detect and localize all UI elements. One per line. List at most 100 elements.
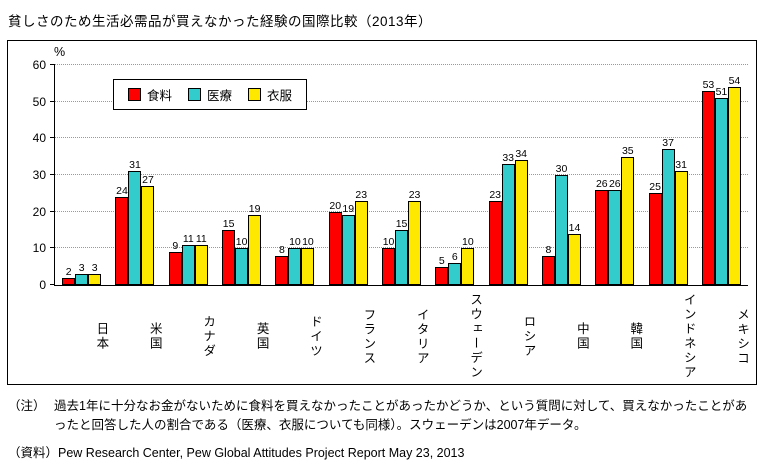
bar — [608, 190, 622, 285]
bar — [501, 164, 515, 285]
bar-group: 15 10 19 — [215, 202, 268, 285]
plot-area: 食料 医療 衣服 2 3 3 24 31 27 9 11 11 15 10 19 8 10 10 20 19 23 10… — [50, 64, 748, 286]
bar-value-label: 3 — [78, 261, 85, 274]
bar — [115, 197, 129, 285]
category-labels-row: 日本 米国 カナダ 英国 ドイツ フランス イタリア スウェーデン ロシア 中国 韓国 インドネシア メ… — [54, 287, 749, 381]
bar — [727, 87, 741, 285]
bar-with-label: 3 — [88, 262, 102, 285]
bar-with-label: 10 — [288, 235, 302, 285]
bar-with-label: 8 — [275, 244, 289, 285]
category-label: 韓国 — [628, 322, 643, 351]
bar-with-label: 10 — [461, 235, 475, 285]
legend-swatch — [128, 88, 141, 101]
legend-item: 衣服 — [248, 85, 292, 104]
bar-value-label: 5 — [438, 254, 445, 267]
y-axis-labels: 0 10 20 30 40 50 60 — [8, 59, 52, 291]
bar — [168, 252, 182, 285]
y-tick-mark — [50, 210, 55, 212]
bar — [435, 267, 449, 285]
gridline — [55, 100, 748, 102]
legend-label: 医療 — [207, 89, 233, 103]
bar-with-label: 3 — [75, 261, 89, 285]
bar — [301, 248, 315, 285]
bar-value-label: 37 — [662, 136, 674, 149]
bar — [595, 190, 609, 285]
bar — [461, 248, 475, 285]
chart-legend: 食料 医療 衣服 — [113, 79, 308, 110]
bar — [382, 248, 396, 285]
bar-group: 53 51 54 — [695, 74, 748, 285]
gridline — [55, 137, 748, 139]
category-label: イタリア — [414, 307, 429, 366]
bar-with-label: 53 — [701, 79, 715, 285]
bar-value-label: 31 — [675, 158, 687, 171]
bar-with-label: 11 — [194, 232, 208, 285]
bar-with-label: 15 — [222, 217, 236, 285]
bar-group: 9 11 11 — [162, 232, 215, 285]
bar-with-label: 10 — [382, 236, 396, 285]
bar-value-label: 10 — [289, 235, 301, 248]
bar — [275, 256, 289, 285]
bar-value-label: 11 — [182, 232, 194, 245]
bar-with-label: 10 — [235, 236, 249, 285]
bar-with-label: 35 — [621, 145, 635, 285]
bar — [75, 274, 89, 285]
bar-value-label: 10 — [462, 235, 474, 248]
legend-item: 食料 — [128, 85, 172, 104]
footnote-label: （注） — [8, 399, 46, 413]
bar — [88, 274, 102, 285]
bar — [328, 212, 342, 285]
bar-group: 26 26 35 — [588, 145, 641, 285]
bar-with-label: 23 — [408, 189, 422, 285]
bar-value-label: 31 — [129, 158, 141, 171]
bar-value-label: 14 — [568, 221, 581, 234]
y-tick-mark — [50, 64, 55, 65]
bar-value-label: 26 — [608, 177, 621, 190]
bar — [408, 201, 422, 285]
bar-group: 5 6 10 — [428, 235, 481, 285]
y-tick-label: 60 — [32, 58, 46, 72]
bar-value-label: 34 — [515, 147, 527, 160]
bar-value-label: 54 — [728, 74, 741, 87]
bar-with-label: 27 — [141, 173, 155, 285]
bar — [395, 230, 409, 285]
category-label: ロシア — [521, 314, 536, 359]
bar-with-label: 51 — [714, 86, 728, 285]
bar-value-label: 8 — [545, 243, 552, 256]
y-tick-mark — [50, 284, 55, 285]
bar-value-label: 33 — [502, 151, 514, 164]
bar-with-label: 26 — [608, 177, 622, 285]
bar-value-label: 15 — [222, 217, 235, 230]
bar-with-label: 9 — [168, 240, 182, 285]
bar-value-label: 27 — [142, 173, 154, 186]
footnote: （注） 過去1年に十分なお金がないために食料を買えなかったことがあったかどうか、… — [8, 397, 756, 435]
bar-group: 8 10 10 — [268, 235, 321, 285]
bar-with-label: 31 — [674, 158, 688, 285]
bar — [488, 201, 502, 285]
bar — [222, 230, 236, 285]
bar-value-label: 19 — [248, 202, 261, 215]
source-line: （資料）Pew Research Center, Pew Global Atti… — [8, 445, 465, 460]
gridline — [55, 210, 748, 212]
bar-with-label: 23 — [488, 189, 502, 285]
bar-with-label: 10 — [301, 236, 315, 285]
legend-label: 衣服 — [267, 89, 293, 103]
bar — [674, 171, 688, 285]
bar-with-label: 24 — [115, 185, 129, 285]
bar — [354, 201, 368, 285]
bar-with-label: 25 — [648, 181, 662, 285]
bar-with-label: 31 — [128, 158, 142, 285]
bar — [648, 193, 662, 285]
bar-group: 20 19 23 — [322, 189, 375, 285]
page-title: 貧しさのため生活必需品が買えなかった経験の国際比較（2013年） — [8, 14, 433, 29]
bar-value-label: 11 — [195, 232, 207, 245]
category-label: 日本 — [94, 322, 109, 351]
category-label: フランス — [361, 307, 376, 366]
bar-group: 10 15 23 — [375, 189, 428, 285]
bar-value-label: 30 — [555, 162, 568, 175]
gridline — [55, 64, 748, 65]
bar — [248, 215, 262, 285]
bar-with-label: 2 — [62, 266, 76, 285]
category-label: インドネシア — [681, 293, 696, 380]
